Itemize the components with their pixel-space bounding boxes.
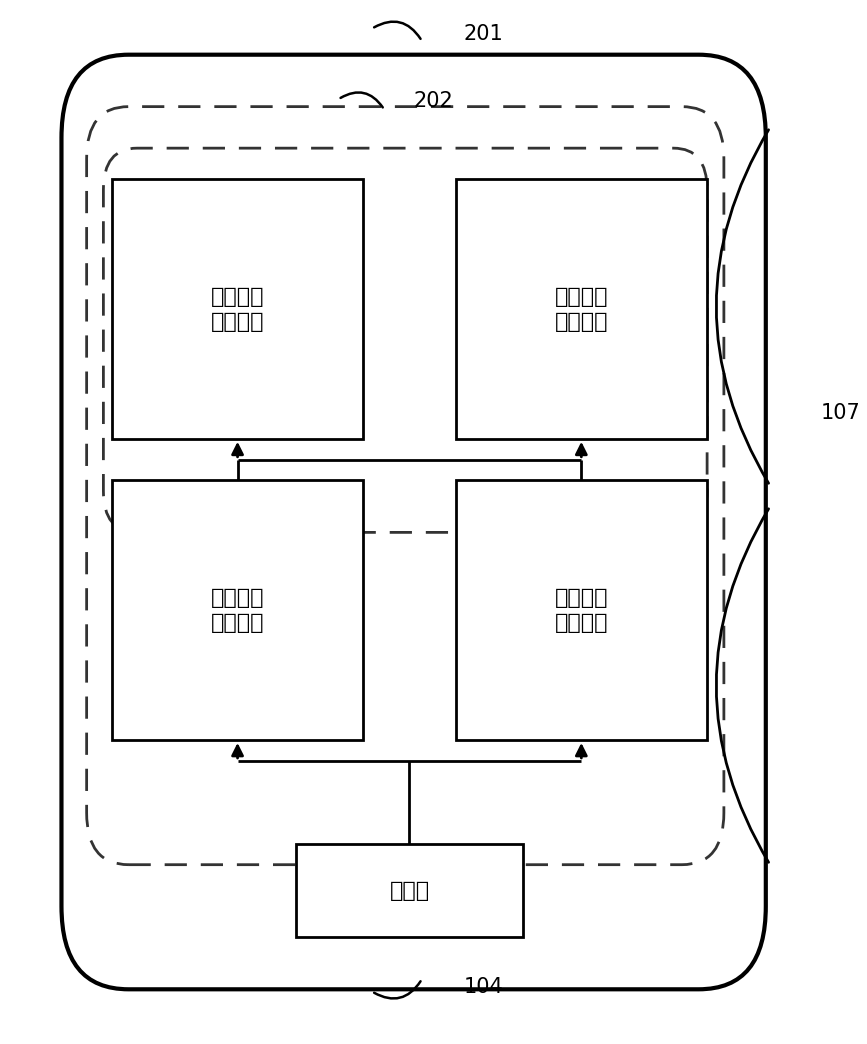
Bar [455, 480, 707, 740]
Text: 陶瓷扬声
器激励器: 陶瓷扬声 器激励器 [211, 588, 264, 633]
Text: 201: 201 [464, 24, 504, 44]
FancyBboxPatch shape [103, 148, 707, 532]
FancyBboxPatch shape [62, 54, 766, 990]
Bar [112, 480, 363, 740]
Text: 陶瓷扬声
器激励器: 陶瓷扬声 器激励器 [555, 588, 608, 633]
Text: 陶瓷扬声
器激励器: 陶瓷扬声 器激励器 [555, 287, 608, 332]
Bar [112, 180, 363, 438]
Bar [297, 844, 523, 938]
Text: 202: 202 [414, 92, 453, 112]
Text: 104: 104 [464, 977, 504, 997]
Text: 107: 107 [820, 403, 860, 423]
Text: 陶瓷扬声
器激励器: 陶瓷扬声 器激励器 [211, 287, 264, 332]
Text: 连接器: 连接器 [389, 881, 429, 901]
Bar [455, 180, 707, 438]
FancyBboxPatch shape [87, 106, 724, 864]
